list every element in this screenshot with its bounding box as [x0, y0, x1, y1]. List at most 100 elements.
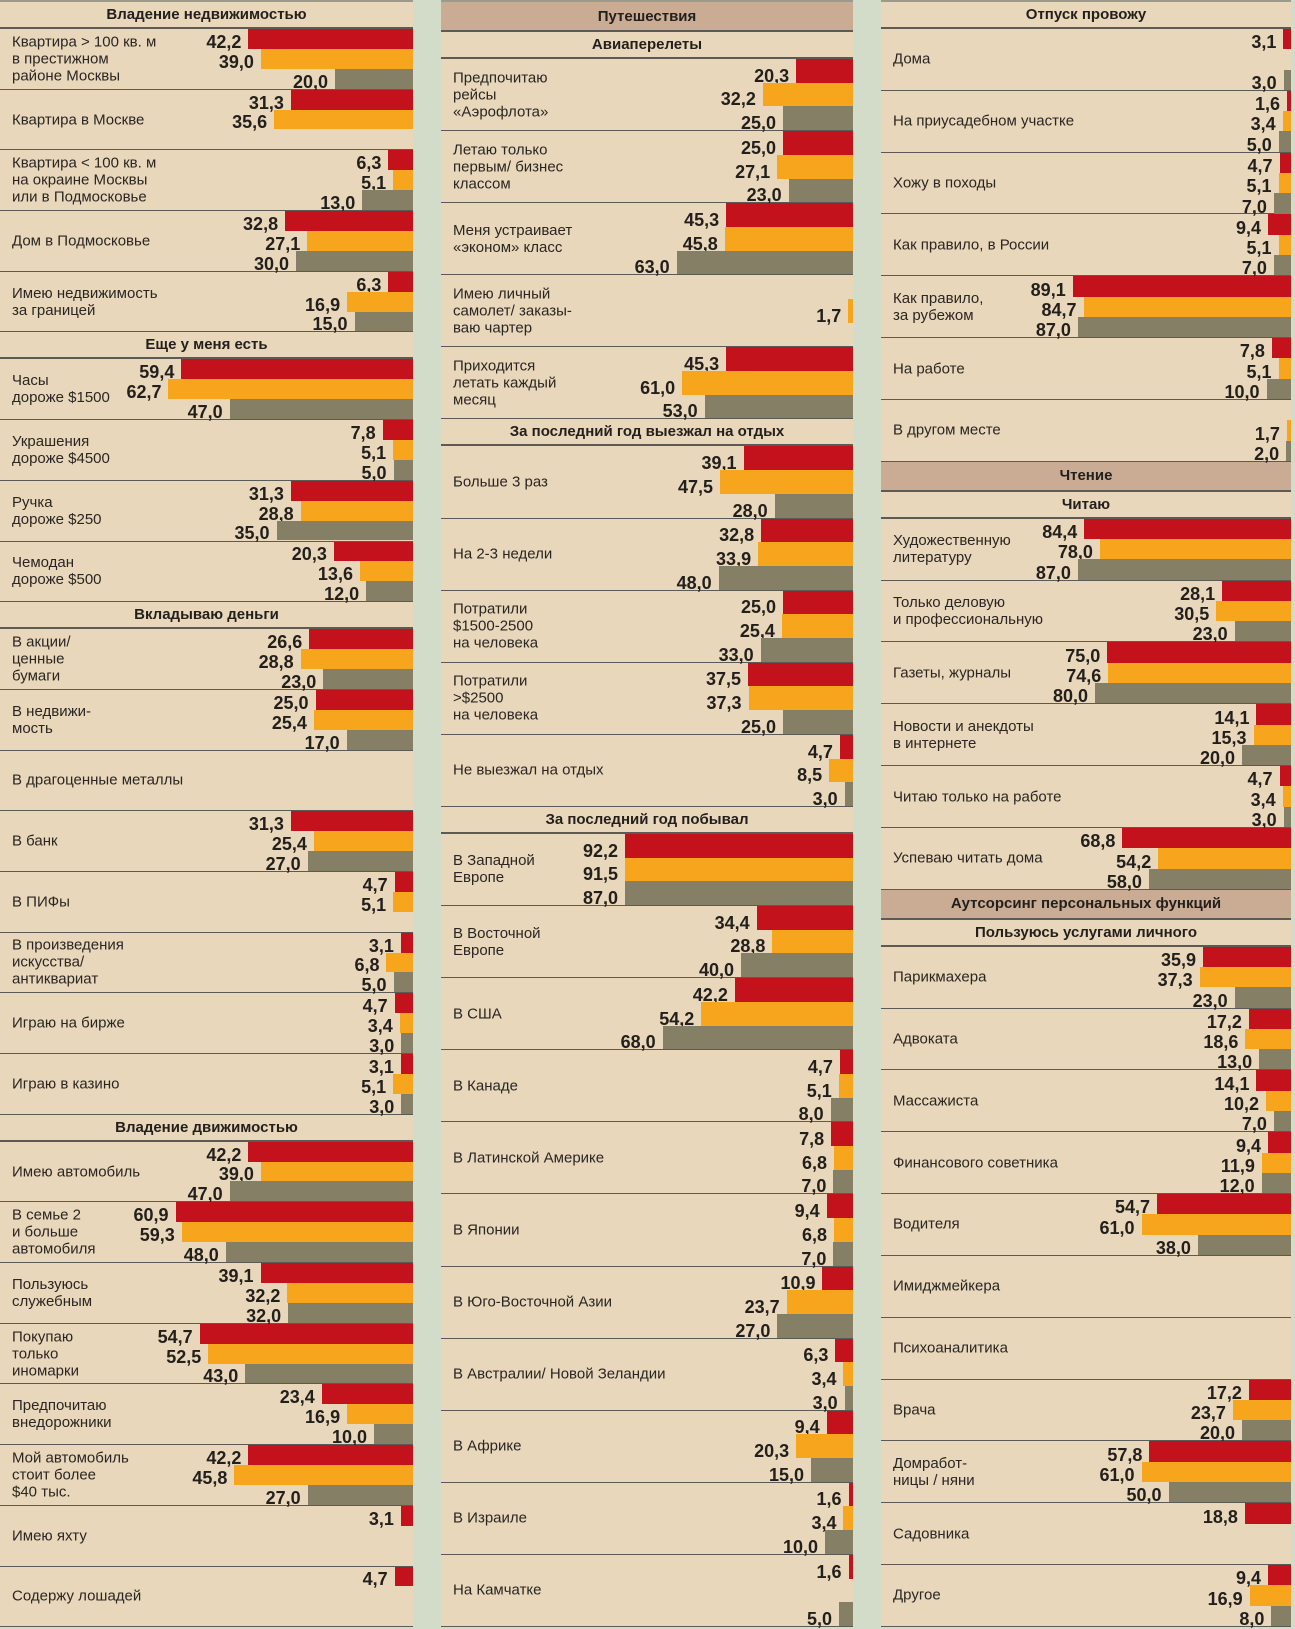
row-label: Играю на бирже	[12, 1014, 125, 1032]
bar-gray	[830, 1097, 853, 1122]
data-label-red: 4,7	[807, 1056, 833, 1077]
bar-slot-red: 9,4	[754, 1410, 853, 1438]
data-label-red: 6,3	[356, 274, 382, 295]
bar-orange	[1141, 1214, 1291, 1235]
data-label-red: 7,8	[799, 1129, 825, 1150]
bar-group: 14,1 15,3 20,0	[1199, 704, 1291, 769]
bar-red	[400, 1054, 413, 1074]
bar-gray	[323, 668, 413, 689]
bar-orange	[313, 709, 413, 730]
data-label-gray: 47,0	[187, 1184, 223, 1205]
bar-red	[290, 811, 413, 832]
bar-slot-gray: 25,0	[706, 710, 853, 736]
bar-slot-orange: 62,7	[126, 379, 413, 401]
bar-red	[321, 1384, 413, 1405]
data-label-gray: 27,0	[735, 1320, 771, 1341]
bar-slot-gray	[369, 1546, 413, 1566]
data-label-red: 39,1	[218, 1265, 254, 1286]
bar-slot-red	[1254, 400, 1291, 420]
bar-red	[839, 1050, 853, 1074]
bar-gray	[374, 1424, 413, 1445]
bar-slot-red: 1,6	[1247, 90, 1291, 113]
bar-orange	[399, 1013, 413, 1034]
bar-group: 14,1 10,2 7,0	[1214, 1070, 1291, 1133]
bar-slot-red: 1,6	[807, 1554, 853, 1581]
column-left: Владение недвижимостью Квартира > 100 кв.…	[0, 0, 413, 1628]
data-label-gray: 3,0	[1251, 72, 1277, 93]
bar-gray	[1271, 1605, 1291, 1626]
bar-slot-gray: 8,0	[799, 1097, 853, 1123]
data-label-red: 3,1	[368, 1056, 394, 1077]
bar-slot-red: 6,3	[320, 150, 413, 172]
data-label-orange: 54,2	[659, 1008, 695, 1029]
chart-row: В семье 2 и больше автомобиля 60,9 59,3 48,…	[0, 1202, 413, 1264]
bar-slot-gray: 40,0	[698, 953, 853, 981]
bar-gray	[296, 250, 413, 271]
bar-slot-orange: 5,1	[361, 1073, 413, 1096]
bar-red	[1122, 827, 1291, 849]
bar-orange	[359, 561, 413, 582]
bar-slot-red: 4,7	[1242, 152, 1291, 175]
bar-slot-red: 26,6	[259, 629, 413, 651]
bar-slot-red: 92,2	[583, 833, 853, 860]
bar-group: 9,4 16,9 8,0	[1207, 1565, 1291, 1628]
bar-slot-orange: 45,8	[635, 226, 853, 253]
bar-red	[1267, 214, 1291, 235]
data-label-orange: 16,9	[1207, 1588, 1243, 1609]
bar-red	[1256, 704, 1291, 725]
data-label-gray: 38,0	[1155, 1237, 1191, 1258]
bar-red	[796, 59, 853, 83]
bar-group: 42,2 39,0 47,0	[187, 1141, 413, 1205]
data-label-gray: 23,0	[1192, 990, 1228, 1011]
chart-row: Часы дороже $1500 59,4 62,7 47,0	[0, 359, 413, 421]
data-label-red: 9,4	[794, 1417, 820, 1438]
bar-slot-gray: 87,0	[1036, 559, 1291, 582]
bar-orange	[234, 1465, 413, 1485]
bar-slot-red: 4,7	[799, 1050, 853, 1077]
bar-slot-orange: 5,1	[1224, 358, 1291, 381]
bar-red	[400, 932, 413, 953]
bar-slot-orange: 39,0	[206, 48, 413, 71]
bar-slot-gray: 63,0	[635, 250, 853, 276]
bar-slot-red: 10,9	[735, 1266, 853, 1292]
bar-orange	[1108, 662, 1291, 684]
bar-orange	[781, 614, 853, 639]
bar-slot-gray: 2,0	[1254, 440, 1291, 463]
data-label-gray: 13,0	[320, 193, 356, 214]
bar-slot-gray: 23,0	[259, 668, 413, 691]
bar-gray	[811, 1458, 853, 1482]
data-label-orange: 45,8	[192, 1467, 228, 1488]
subsection-header: Вкладываю деньги	[0, 602, 413, 630]
bar-slot-gray: 87,0	[583, 881, 853, 907]
data-label-gray: 40,0	[698, 960, 734, 981]
data-label-gray: 12,0	[1219, 1176, 1255, 1197]
data-label-gray: 20,0	[1199, 748, 1235, 769]
bar-red	[1256, 1070, 1291, 1091]
bar-red	[248, 29, 413, 49]
bar-gray	[1242, 1420, 1291, 1441]
row-label: В Юго-Восточной Азии	[453, 1293, 612, 1311]
chart-row: Ручка дороже $250 31,3 28,8 35,0	[0, 480, 413, 542]
bar-slot-gray: 23,0	[1174, 621, 1291, 643]
bar-slot-orange: 32,2	[218, 1282, 413, 1306]
chart-row: Адвоката 17,2 18,6 13,0	[881, 1008, 1291, 1071]
data-label-gray: 3,0	[812, 1392, 838, 1413]
chart-row: На приусадебном участке 1,6 3,4 5,0	[881, 90, 1291, 154]
bar-red	[748, 662, 853, 687]
data-label-orange: 16,9	[305, 1407, 341, 1428]
bar-group: 3,1 3,0	[1251, 29, 1291, 93]
bar-slot-red: 42,2	[188, 1141, 413, 1164]
bar-slot-gray: 48,0	[133, 1242, 413, 1264]
subsection-header: Пользуюсь услугами личного	[881, 920, 1291, 947]
row-label: Имею личный самолет/ заказы- ваю чартер	[453, 285, 572, 337]
row-label: В США	[453, 1005, 502, 1023]
data-label-orange: 32,2	[245, 1285, 281, 1306]
row-label: Только деловую и профессиональную	[893, 594, 1043, 629]
bar-slot-orange: 1,7	[1254, 420, 1291, 443]
chart-row: В Латинской Америке 7,8 6,8 7,0	[441, 1122, 853, 1195]
bar-slot-orange: 33,9	[677, 542, 853, 568]
chart-row: В Австралии/ Новой Зеландии 6,3 3,4 3,0	[441, 1338, 853, 1413]
row-label: В семье 2 и больше автомобиля	[12, 1206, 96, 1258]
chart-row: Парикмахера 35,9 37,3 23,0	[881, 946, 1291, 1011]
data-label-gray: 10,0	[331, 1427, 367, 1448]
